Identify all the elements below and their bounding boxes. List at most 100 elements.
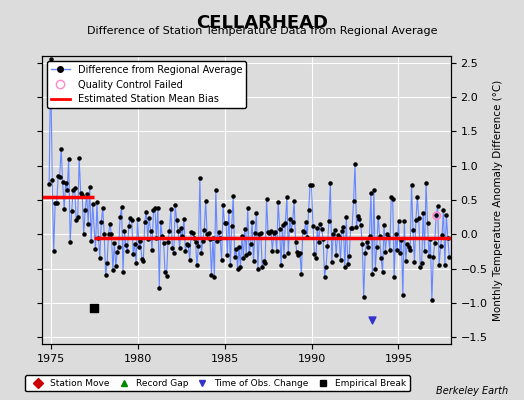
- Point: [142, 208, 150, 215]
- Point: [278, 222, 287, 228]
- Point: [257, 230, 265, 236]
- Point: [342, 214, 351, 221]
- Point: [378, 269, 387, 275]
- Point: [235, 244, 243, 250]
- Point: [248, 219, 256, 225]
- Point: [299, 228, 307, 234]
- Point: [429, 254, 438, 260]
- Point: [259, 258, 268, 265]
- Point: [287, 226, 296, 233]
- Point: [114, 243, 123, 250]
- Point: [442, 212, 451, 218]
- Point: [181, 248, 190, 254]
- Point: [212, 187, 220, 194]
- Point: [174, 228, 182, 235]
- Point: [242, 252, 250, 258]
- Point: [113, 248, 122, 255]
- Point: [388, 196, 397, 202]
- Point: [197, 250, 205, 256]
- Point: [145, 215, 154, 222]
- Point: [200, 227, 209, 233]
- Point: [159, 240, 168, 247]
- Point: [384, 234, 392, 240]
- Point: [396, 250, 404, 256]
- Point: [126, 215, 135, 221]
- Point: [286, 216, 294, 222]
- Point: [49, 248, 58, 255]
- Point: [313, 225, 322, 232]
- Point: [416, 264, 424, 270]
- Point: [254, 265, 262, 272]
- Point: [213, 238, 222, 245]
- Point: [195, 175, 204, 181]
- Point: [357, 222, 365, 228]
- Point: [431, 239, 439, 246]
- Point: [351, 160, 359, 167]
- Point: [51, 200, 59, 206]
- Point: [294, 252, 303, 258]
- Point: [354, 213, 362, 219]
- Point: [127, 217, 136, 223]
- Point: [276, 226, 284, 232]
- Point: [199, 238, 207, 244]
- Point: [432, 212, 441, 219]
- Point: [78, 192, 86, 198]
- Point: [202, 198, 210, 205]
- Point: [149, 207, 158, 214]
- Point: [422, 180, 430, 186]
- Point: [316, 221, 324, 227]
- Point: [68, 208, 76, 214]
- Point: [263, 196, 271, 202]
- Point: [439, 207, 447, 213]
- Point: [69, 186, 78, 193]
- Point: [336, 256, 345, 263]
- Point: [369, 186, 378, 193]
- Point: [310, 251, 319, 257]
- Point: [331, 227, 339, 234]
- Point: [214, 229, 223, 235]
- Point: [297, 271, 305, 277]
- Point: [323, 243, 332, 250]
- Point: [432, 212, 440, 218]
- Point: [400, 218, 409, 224]
- Point: [170, 250, 178, 256]
- Point: [333, 232, 342, 238]
- Point: [152, 235, 160, 242]
- Point: [217, 257, 226, 263]
- Point: [123, 248, 132, 254]
- Point: [227, 223, 236, 230]
- Point: [73, 214, 82, 220]
- Legend: Station Move, Record Gap, Time of Obs. Change, Empirical Break: Station Move, Record Gap, Time of Obs. C…: [26, 375, 409, 392]
- Point: [300, 229, 309, 236]
- Point: [380, 222, 388, 228]
- Point: [282, 193, 291, 200]
- Point: [438, 232, 446, 238]
- Point: [350, 198, 358, 204]
- Point: [94, 235, 103, 241]
- Point: [91, 246, 100, 252]
- Point: [61, 180, 70, 186]
- Point: [386, 247, 394, 254]
- Point: [309, 222, 317, 229]
- Point: [93, 199, 101, 205]
- Point: [125, 223, 133, 229]
- Point: [414, 215, 423, 221]
- Point: [122, 242, 130, 248]
- Point: [190, 234, 198, 241]
- Point: [364, 244, 372, 250]
- Point: [373, 244, 381, 250]
- Point: [445, 253, 453, 260]
- Point: [171, 202, 179, 209]
- Point: [220, 220, 228, 226]
- Point: [66, 238, 74, 245]
- Point: [363, 239, 371, 246]
- Point: [271, 229, 279, 235]
- Point: [161, 269, 169, 275]
- Point: [395, 218, 403, 224]
- Point: [59, 179, 67, 186]
- Point: [338, 228, 346, 234]
- Point: [204, 230, 213, 236]
- Point: [121, 228, 129, 235]
- Point: [225, 208, 233, 214]
- Legend: Difference from Regional Average, Quality Control Failed, Estimated Station Mean: Difference from Regional Average, Qualit…: [47, 61, 246, 108]
